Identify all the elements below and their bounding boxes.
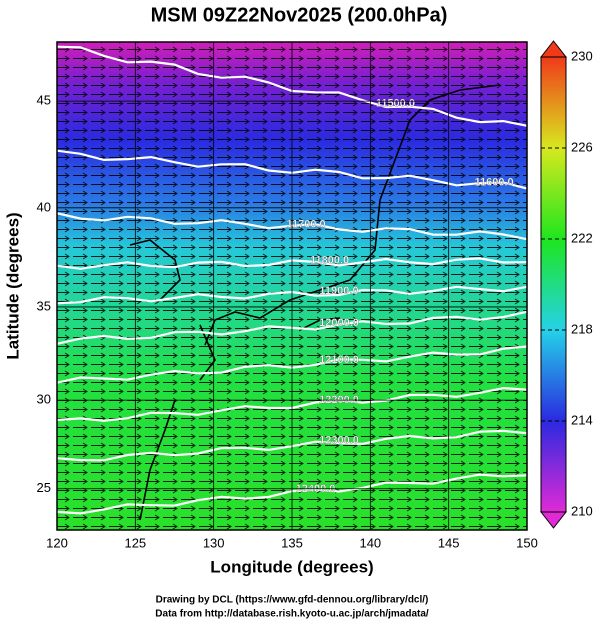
colorbar-tick-label: 210 [571, 503, 593, 518]
contour-label: 11900.0 [319, 285, 358, 297]
colorbar-tick-label: 222 [571, 230, 593, 245]
x-tick-label: 120 [46, 535, 68, 550]
y-tick-label: 30 [37, 392, 51, 407]
contour-label: 11600.0 [475, 177, 514, 189]
y-axis-label: Latitude (degrees) [3, 212, 22, 359]
credit: Drawing by DCL (https://www.gfd-dennou.o… [156, 595, 429, 606]
x-tick-label: 135 [281, 535, 303, 550]
y-tick-label: 25 [37, 480, 51, 495]
colorbar-tick-label: 214 [571, 412, 593, 427]
x-tick-label: 140 [359, 535, 381, 550]
colorbar-min-triangle [539, 511, 568, 529]
colorbar-tick-label: 218 [571, 321, 593, 336]
y-tick-label: 45 [37, 93, 51, 108]
x-tick-label: 150 [516, 535, 538, 550]
y-tick-label: 35 [37, 298, 51, 313]
contour-label: 11700.0 [287, 219, 326, 231]
x-axis-label: Longitude (degrees) [210, 557, 373, 576]
x-tick-label: 130 [203, 535, 225, 550]
contour-label: 11800.0 [310, 255, 349, 267]
title: MSM 09Z22Nov2025 (200.0hPa) [151, 4, 448, 26]
coastline [129, 84, 501, 521]
contour-label: 12100.0 [319, 354, 359, 366]
colorbar [540, 56, 567, 513]
colorbar-tick-label: 226 [571, 139, 593, 154]
x-tick-label: 125 [124, 535, 146, 550]
credit: Data from http://database.rish.kyoto-u.a… [155, 609, 429, 620]
contour-label: 12300.0 [319, 435, 359, 447]
x-tick-label: 145 [438, 535, 460, 550]
colorbar-tick-label: 230 [571, 48, 593, 63]
y-tick-label: 40 [37, 199, 51, 214]
colorbar-max-triangle [539, 40, 568, 58]
contour-label: 12000.0 [319, 317, 359, 329]
contour-label: 11500.0 [376, 97, 415, 109]
